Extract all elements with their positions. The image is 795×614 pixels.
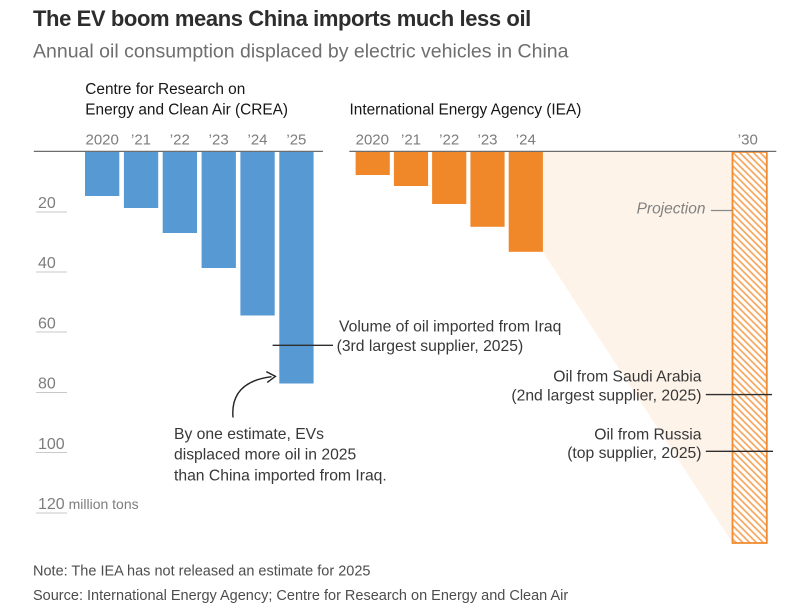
svg-text:Volume of oil imported from Ir: Volume of oil imported from Iraq bbox=[339, 319, 561, 336]
svg-text:(3rd largest supplier, 2025): (3rd largest supplier, 2025) bbox=[337, 338, 524, 355]
svg-text:’25: ’25 bbox=[286, 131, 306, 148]
svg-text:’30: ’30 bbox=[738, 131, 758, 148]
svg-text:Oil from Russia: Oil from Russia bbox=[594, 426, 701, 443]
svg-text:’22: ’22 bbox=[439, 131, 459, 148]
svg-text:2020: 2020 bbox=[356, 131, 389, 148]
svg-text:Energy and Clean Air (CREA): Energy and Clean Air (CREA) bbox=[85, 101, 288, 118]
svg-text:Note: The IEA has not released: Note: The IEA has not released an estima… bbox=[33, 563, 370, 579]
svg-text:than China imported from Iraq.: than China imported from Iraq. bbox=[174, 467, 387, 484]
svg-text:’23: ’23 bbox=[209, 131, 229, 148]
svg-text:By one estimate, EVs: By one estimate, EVs bbox=[174, 426, 324, 443]
svg-text:2020: 2020 bbox=[86, 131, 119, 148]
svg-text:displaced more oil in 2025: displaced more oil in 2025 bbox=[174, 447, 357, 464]
svg-text:80: 80 bbox=[38, 376, 56, 393]
svg-text:(2nd largest supplier, 2025): (2nd largest supplier, 2025) bbox=[511, 387, 701, 404]
svg-text:20: 20 bbox=[38, 195, 56, 212]
svg-text:’21: ’21 bbox=[401, 131, 421, 148]
svg-text:’21: ’21 bbox=[131, 131, 151, 148]
svg-text:100: 100 bbox=[38, 436, 65, 453]
svg-text:60: 60 bbox=[38, 315, 56, 332]
svg-text:Projection: Projection bbox=[637, 201, 706, 218]
svg-text:120 million tons: 120 million tons bbox=[38, 496, 139, 513]
svg-text:’22: ’22 bbox=[170, 131, 190, 148]
svg-text:’24: ’24 bbox=[247, 131, 267, 148]
svg-text:’23: ’23 bbox=[477, 131, 497, 148]
svg-text:The EV boom means China import: The EV boom means China imports much les… bbox=[33, 6, 531, 31]
svg-text:International Energy Agency (I: International Energy Agency (IEA) bbox=[350, 101, 582, 118]
svg-text:Source: International Energy A: Source: International Energy Agency; Cen… bbox=[33, 588, 568, 604]
svg-text:Annual oil consumption displac: Annual oil consumption displaced by elec… bbox=[33, 41, 569, 63]
svg-text:’24: ’24 bbox=[516, 131, 536, 148]
svg-text:40: 40 bbox=[38, 255, 56, 272]
svg-text:Oil from Saudi Arabia: Oil from Saudi Arabia bbox=[553, 368, 702, 385]
svg-text:Centre for Research on: Centre for Research on bbox=[85, 81, 245, 98]
svg-text:(top supplier, 2025): (top supplier, 2025) bbox=[567, 445, 701, 462]
